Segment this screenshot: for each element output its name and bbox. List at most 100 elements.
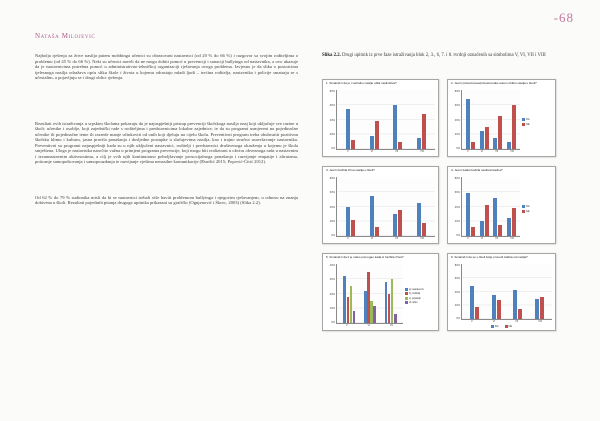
chart-body: 80% 60% 40% 20% 0% V VI VII VIII DA NE: [451, 90, 552, 154]
chart-body: 40% 30% 20% 10% 0% V VI VII a) nastavnici b) rodi…: [326, 264, 435, 328]
chart-title: 6. Smatraš li da se u školi bolje provod…: [451, 255, 528, 260]
bar-group: [466, 177, 476, 237]
y-tick-label: 0%: [456, 147, 460, 151]
y-tick-label: 60%: [329, 104, 335, 108]
y-axis: 40% 30% 20% 10% 0%: [326, 264, 336, 324]
bar-group: [493, 90, 503, 150]
bar-group: [369, 177, 379, 237]
paragraph: Od 62 % do 79 % sudionika misli da bi se…: [35, 194, 298, 206]
legend: DA NE: [520, 177, 552, 241]
bar: [466, 99, 471, 150]
x-axis: V VI VII: [336, 324, 403, 328]
x-tick-label: V: [347, 237, 349, 241]
legend-swatch: [405, 301, 408, 305]
legend-swatch: [522, 118, 525, 122]
chart-title: 4. Jesi li ikada bio/bila nasilan/nasiln…: [451, 168, 503, 173]
chart-panel: 5. Smatraš li da ti je netko pomogao kad…: [322, 253, 439, 332]
bar: [518, 308, 523, 320]
y-tick-label: 60%: [329, 191, 335, 195]
y-tick-label: 80%: [454, 264, 460, 268]
y-tick-label: 20%: [329, 132, 335, 136]
bar: [493, 197, 498, 237]
y-tick-label: 0%: [331, 234, 335, 238]
bar: [539, 297, 544, 320]
bar: [471, 227, 476, 237]
x-axis: V VI VII VIII: [336, 237, 435, 241]
bar: [466, 193, 471, 237]
bar: [370, 301, 373, 324]
x-tick-label: VIII: [538, 320, 542, 324]
legend-item: b) roditelji: [405, 292, 435, 296]
bar: [387, 293, 391, 324]
y-tick-label: 20%: [454, 219, 460, 223]
x-tick-label: V: [471, 320, 473, 324]
bar: [475, 306, 480, 320]
chart-body: 80% 60% 40% 20% 0% V VI VII VIII: [326, 177, 435, 241]
bar: [421, 113, 426, 150]
y-tick-label: 80%: [329, 177, 335, 181]
x-axis: V VI VII VIII: [461, 237, 520, 241]
legend-swatch: [522, 122, 525, 126]
legend-label: DA: [494, 325, 499, 329]
x-tick-label: VII: [495, 150, 499, 154]
bar: [506, 141, 511, 150]
chart-title: 5. Smatraš li da ti je netko pomogao kad…: [326, 255, 404, 260]
bar: [471, 141, 476, 150]
legend-swatch: [405, 296, 408, 300]
bar-group: [416, 177, 426, 237]
bar: [352, 311, 356, 324]
legend-label: b) roditelji: [409, 292, 421, 296]
bar-group: [346, 177, 356, 237]
figure-caption: Slika 2.2. Drugi upitnik iz prve faze is…: [322, 53, 562, 59]
plot: [336, 264, 403, 325]
bar: [394, 314, 397, 324]
x-tick-label: VII: [389, 324, 393, 328]
legend-item: DA: [522, 205, 552, 209]
bar: [479, 130, 484, 150]
bar-group: [506, 90, 516, 150]
x-tick-label: VII: [515, 320, 519, 324]
y-tick-label: 40%: [454, 290, 460, 294]
bar: [369, 135, 374, 150]
bar: [346, 206, 351, 237]
legend-item: c) prijatelji: [405, 296, 435, 300]
plot: [336, 90, 435, 151]
bar: [390, 278, 394, 324]
legend-item: d) nitko: [405, 301, 435, 305]
x-tick-label: VIII: [510, 150, 514, 154]
legend-swatch: [405, 292, 408, 296]
figure-label: Slika 2.2.: [322, 53, 341, 58]
chart-title: 3. Jesi li bio/bila žrtva nasilja u škol…: [326, 168, 375, 173]
bar: [506, 217, 511, 237]
bar: [373, 305, 376, 324]
bar-group: [416, 90, 426, 150]
x-tick-label: VI: [480, 150, 484, 154]
legend-swatch: [490, 325, 494, 329]
y-tick-label: 40%: [329, 118, 335, 122]
bar-group: [369, 90, 379, 150]
legend-item: DA: [522, 118, 552, 122]
bar: [398, 210, 403, 237]
chart-panel: 1. Smatraš li da je i verbalno nasilje o…: [322, 79, 439, 158]
chart-body: 80% 60% 40% 20% 0% V VI VII VIII: [451, 264, 552, 324]
bar-group: [384, 264, 397, 324]
y-tick-label: 40%: [454, 118, 460, 122]
y-tick-label: 60%: [454, 104, 460, 108]
y-tick-label: 60%: [454, 191, 460, 195]
bar: [493, 138, 498, 150]
x-tick-label: VIII: [420, 237, 424, 241]
x-tick-label: V: [347, 150, 349, 154]
x-tick-label: VI: [370, 237, 374, 241]
y-tick-label: 40%: [329, 264, 335, 268]
y-axis: 80% 60% 40% 20% 0%: [451, 90, 461, 150]
chart-body: 80% 60% 40% 20% 0% V VI VII VIII DA NE: [451, 177, 552, 241]
bar: [384, 281, 388, 324]
y-tick-label: 10%: [329, 306, 335, 310]
legend-swatch: [504, 325, 508, 329]
y-tick-label: 60%: [454, 277, 460, 281]
bar-group: [493, 177, 503, 237]
chart-panel: 6. Smatraš li da se u školi bolje provod…: [447, 253, 556, 332]
legend-label: DA: [526, 118, 530, 122]
bar: [496, 299, 501, 320]
bar-group: [393, 90, 403, 150]
